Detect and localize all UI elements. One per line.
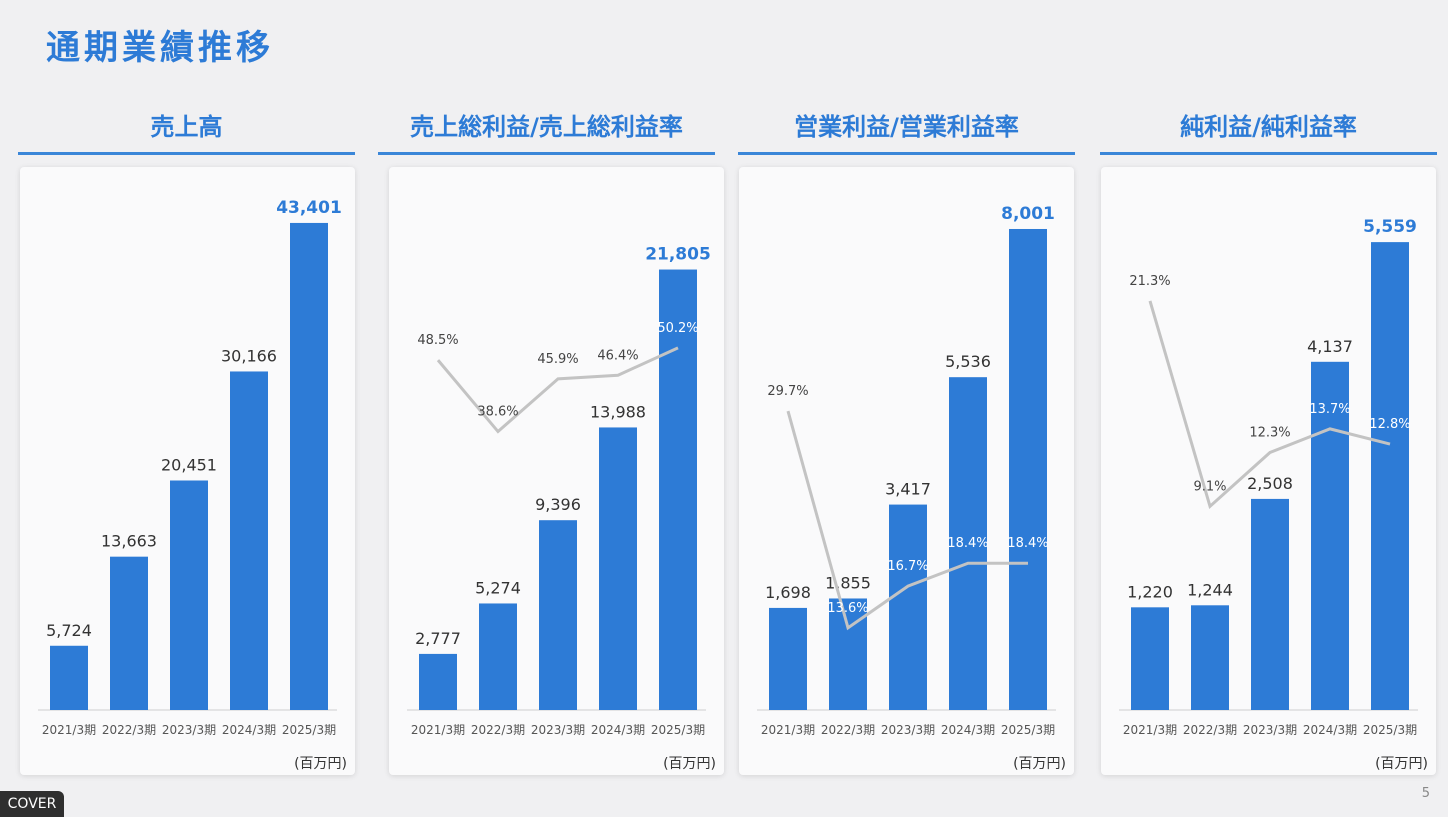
rate-value-label: 48.5% bbox=[417, 333, 458, 348]
sales-chart: 5,724 2021/3期 13,663 2022/3期 20,451 2023/3期 30… bbox=[38, 198, 342, 737]
x-tick-label: 2024/3期 bbox=[222, 723, 276, 737]
bar-value-label: 2,777 bbox=[415, 629, 461, 648]
rate-value-label: 38.6% bbox=[477, 405, 518, 420]
rate-value-label: 12.3% bbox=[1249, 425, 1290, 440]
bar-value-label: 3,417 bbox=[885, 480, 931, 499]
bar bbox=[829, 598, 867, 710]
bar-value-label: 5,274 bbox=[475, 578, 521, 597]
bar-value-label: 2,508 bbox=[1247, 474, 1293, 493]
bar bbox=[1191, 605, 1229, 710]
rate-value-label: 46.4% bbox=[597, 348, 638, 363]
x-tick-label: 2023/3期 bbox=[531, 723, 585, 737]
page-number: 5 bbox=[1421, 786, 1430, 801]
bar-value-label: 1,220 bbox=[1127, 582, 1173, 601]
unit-label: (百万円) bbox=[1375, 756, 1428, 772]
rate-value-label: 21.3% bbox=[1129, 274, 1170, 289]
rate-value-label: 13.7% bbox=[1309, 402, 1350, 417]
bar-value-label: 5,724 bbox=[46, 621, 92, 640]
chart-panel-sales: 5,724 2021/3期 13,663 2022/3期 20,451 2023/3期 30… bbox=[20, 167, 355, 775]
net-profit-chart: 1,220 2021/3期 1,244 2022/3期 2,508 2023/3期 4,13… bbox=[1119, 217, 1418, 737]
rate-value-label: 29.7% bbox=[767, 384, 808, 399]
chart-panel-net-profit: 1,220 2021/3期 1,244 2022/3期 2,508 2023/3期 4,13… bbox=[1101, 167, 1436, 775]
bar-value-label: 5,536 bbox=[945, 352, 991, 371]
rate-value-label: 18.4% bbox=[947, 536, 988, 551]
rate-line bbox=[436, 346, 679, 434]
bar-value-label: 1,698 bbox=[765, 583, 811, 602]
bar bbox=[170, 480, 208, 710]
x-tick-label: 2025/3期 bbox=[1001, 723, 1055, 737]
unit-label: (百万円) bbox=[1013, 756, 1066, 772]
gross-profit-chart: 2,777 2021/3期 5,274 2022/3期 9,396 2023/3期 13,9… bbox=[407, 245, 711, 737]
x-tick-label: 2025/3期 bbox=[282, 723, 336, 737]
bar-value-label: 21,805 bbox=[645, 245, 711, 265]
unit-label: (百万円) bbox=[294, 756, 347, 772]
rate-value-label: 13.6% bbox=[827, 601, 868, 616]
chart-panel-operating-profit: 1,698 2021/3期 1,855 2022/3期 3,417 2023/3期 5,53… bbox=[739, 167, 1074, 775]
rate-line bbox=[786, 410, 1028, 631]
bar bbox=[290, 222, 328, 710]
bar-value-label: 13,663 bbox=[101, 532, 157, 551]
x-tick-label: 2025/3期 bbox=[1363, 723, 1417, 737]
section-title-sales: 売上高 bbox=[18, 108, 355, 155]
bar-value-label: 43,401 bbox=[276, 198, 342, 218]
bar bbox=[599, 427, 637, 710]
rate-value-label: 50.2% bbox=[657, 321, 698, 336]
chart-panel-gross-profit: 2,777 2021/3期 5,274 2022/3期 9,396 2023/3期 13,9… bbox=[389, 167, 724, 775]
section-title-net-profit: 純利益/純利益率 bbox=[1100, 108, 1437, 155]
bar bbox=[479, 603, 517, 710]
bar bbox=[1009, 228, 1047, 711]
x-tick-label: 2021/3期 bbox=[1123, 723, 1177, 737]
x-tick-label: 2022/3期 bbox=[1183, 723, 1237, 737]
x-tick-label: 2022/3期 bbox=[471, 723, 525, 737]
rate-value-label: 16.7% bbox=[887, 559, 928, 574]
x-tick-label: 2023/3期 bbox=[1243, 723, 1297, 737]
x-tick-label: 2024/3期 bbox=[1303, 723, 1357, 737]
bar bbox=[1131, 607, 1169, 710]
x-tick-label: 2023/3期 bbox=[162, 723, 216, 737]
section-title-gross-profit: 売上総利益/売上総利益率 bbox=[378, 108, 715, 155]
rate-line bbox=[1148, 300, 1391, 510]
bar-value-label: 4,137 bbox=[1307, 337, 1353, 356]
x-tick-label: 2024/3期 bbox=[941, 723, 995, 737]
section-title-operating-profit: 営業利益/営業利益率 bbox=[738, 108, 1075, 155]
x-tick-label: 2025/3期 bbox=[651, 723, 705, 737]
bar bbox=[110, 556, 148, 710]
x-tick-label: 2021/3期 bbox=[761, 723, 815, 737]
bar bbox=[769, 607, 807, 710]
page-title: 通期業績推移 bbox=[46, 28, 274, 68]
rate-value-label: 18.4% bbox=[1007, 536, 1048, 551]
bar bbox=[889, 504, 927, 710]
bar bbox=[1371, 242, 1409, 710]
bar bbox=[539, 520, 577, 710]
x-tick-label: 2021/3期 bbox=[42, 723, 96, 737]
bar bbox=[230, 371, 268, 710]
bar bbox=[50, 645, 88, 710]
rate-value-label: 12.8% bbox=[1369, 417, 1410, 432]
bar bbox=[1251, 498, 1289, 710]
bar-value-label: 30,166 bbox=[221, 346, 277, 365]
bar-value-label: 13,988 bbox=[590, 402, 646, 421]
bar-value-label: 1,244 bbox=[1187, 580, 1233, 599]
bar-value-label: 8,001 bbox=[1001, 204, 1055, 224]
bar bbox=[659, 269, 697, 710]
x-tick-label: 2022/3期 bbox=[821, 723, 875, 737]
bar bbox=[419, 653, 457, 710]
x-tick-label: 2022/3期 bbox=[102, 723, 156, 737]
bar-value-label: 20,451 bbox=[161, 455, 217, 474]
operating-profit-chart: 1,698 2021/3期 1,855 2022/3期 3,417 2023/3期 5,53… bbox=[757, 204, 1056, 737]
bar bbox=[1311, 361, 1349, 710]
x-tick-label: 2021/3期 bbox=[411, 723, 465, 737]
x-tick-label: 2024/3期 bbox=[591, 723, 645, 737]
rate-value-label: 9.1% bbox=[1193, 479, 1226, 494]
bar-value-label: 9,396 bbox=[535, 495, 581, 514]
bar-value-label: 1,855 bbox=[825, 573, 871, 592]
bar bbox=[949, 377, 987, 710]
bar-value-label: 5,559 bbox=[1363, 217, 1417, 237]
x-tick-label: 2023/3期 bbox=[881, 723, 935, 737]
cover-badge[interactable]: COVER bbox=[0, 791, 64, 817]
unit-label: (百万円) bbox=[663, 756, 716, 772]
rate-value-label: 45.9% bbox=[537, 352, 578, 367]
